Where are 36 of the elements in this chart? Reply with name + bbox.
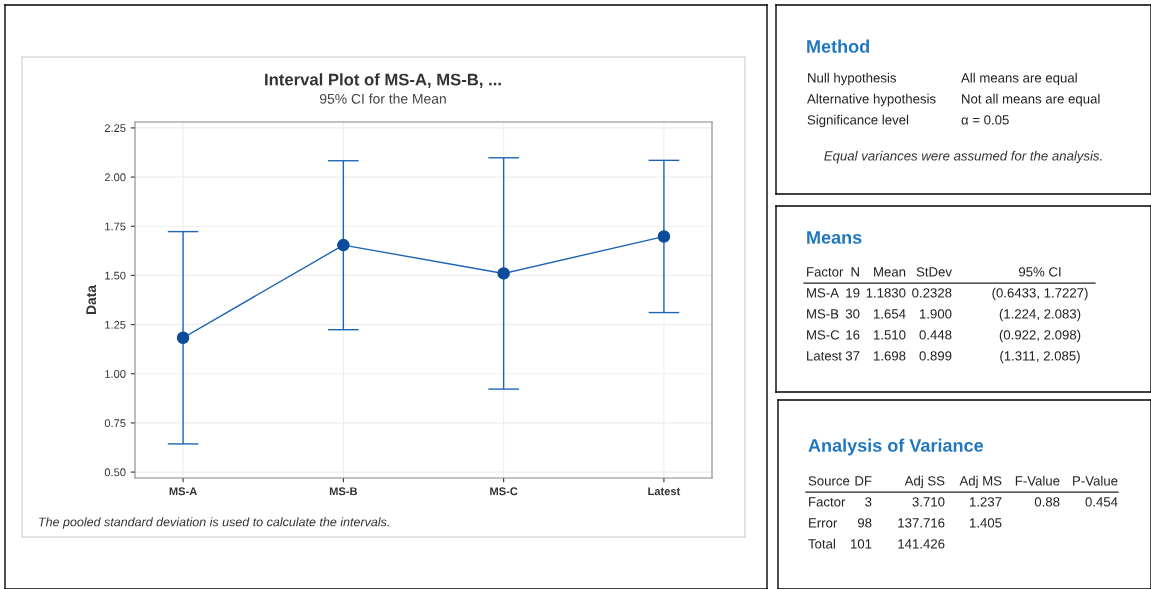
- text: Null hypothesis All means are equal: [808, 72, 1077, 86]
- y-tick-label: 1.25: [105, 320, 126, 329]
- text: Factor N Mean StDev 95% CI: [807, 267, 1061, 277]
- point: [337, 238, 350, 252]
- text: Means: [807, 231, 862, 244]
- y-axis-title: Data: [86, 284, 97, 315]
- text: Factor 3 3.710 1.237 0.88 0.454: [809, 497, 1118, 507]
- text: Source DF Adj SS Adj MS F-Value P-Value: [808, 475, 1118, 489]
- y-tick-label: 2.25: [104, 124, 126, 133]
- chart-title: Interval Plot of MS-A, MS-B, ...: [265, 73, 501, 88]
- text: MS-A 19 1.1830 0.2328 (0.6433, 1.7227): [807, 287, 1088, 301]
- text: Significance level α = 0.05: [807, 114, 1009, 128]
- x-tick-label: MS-B: [329, 487, 358, 496]
- y-tick-label: 1.00: [105, 370, 126, 378]
- text: Alternative hypothesis Not all means are equal: [807, 93, 1100, 107]
- point: [657, 230, 671, 243]
- x-tick-label: MS-C: [490, 487, 518, 496]
- text: MS-C 16 1.510 0.448 (0.922, 2.098): [807, 329, 1081, 343]
- y-tick-label: 1.75: [105, 222, 126, 231]
- text: Method: [807, 39, 869, 53]
- y-tick-label: 2.00: [104, 173, 126, 182]
- x-tick-label: MS-A: [169, 487, 197, 496]
- text: Equal variances were assumed for the analysis.: [824, 150, 1102, 164]
- text: The pooled standard deviation is used to calculate the intervals.: [39, 517, 389, 529]
- text: Total 101 141.426: [808, 538, 945, 549]
- text: MS-B 30 1.654 1.900 (1.224, 2.083): [807, 308, 1081, 322]
- point: [497, 267, 510, 280]
- text: Analysis of Variance: [808, 438, 984, 456]
- y-tick-label: 0.50: [104, 468, 126, 477]
- point: [176, 331, 190, 345]
- text: Latest 37 1.698 0.899 (1.311, 2.085): [807, 350, 1080, 364]
- text: Error 98 137.716 1.405: [809, 518, 1002, 528]
- y-tick-label: 1.50: [105, 271, 126, 280]
- x-tick-label: Latest: [648, 487, 681, 496]
- y-tick-label: 0.75: [104, 419, 126, 428]
- chart-subtitle: 95% CI for the Mean: [319, 93, 446, 104]
